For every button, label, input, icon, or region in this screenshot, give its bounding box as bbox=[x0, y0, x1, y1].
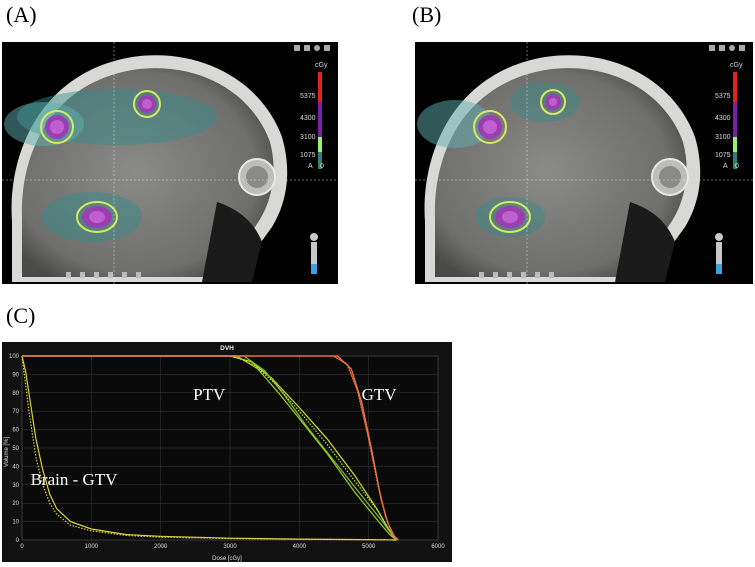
orientation-figure-icon bbox=[715, 233, 723, 274]
colorbar-segment bbox=[318, 152, 322, 169]
lesion-3 bbox=[489, 201, 531, 233]
svg-text:0: 0 bbox=[320, 163, 324, 170]
ct-image-b: cGy 5375 4300 3100 1075 A 0 bbox=[415, 42, 753, 284]
colorbar-segment bbox=[318, 137, 322, 152]
annotation-ptv: PTV bbox=[193, 385, 226, 404]
bottom-toolbar[interactable] bbox=[66, 272, 141, 278]
x-tick-label: 4000 bbox=[293, 544, 307, 550]
lesion-1 bbox=[40, 110, 74, 144]
dose-colorbar: cGy 5375 4300 3100 1075 A 0 bbox=[715, 62, 743, 170]
bottom-toolbar[interactable] bbox=[479, 272, 554, 278]
viewer-toolbar[interactable] bbox=[294, 45, 330, 51]
svg-text:3100: 3100 bbox=[715, 134, 731, 141]
svg-text:5375: 5375 bbox=[715, 93, 731, 100]
svg-text:0: 0 bbox=[735, 163, 739, 170]
y-tick-label: 90 bbox=[12, 372, 19, 378]
dvh-chart: DVH 0 1000 2000 3000 4000 5000 6000 0 10 20 30 40 50… bbox=[2, 342, 452, 562]
x-tick-label: 5000 bbox=[362, 544, 376, 550]
svg-text:cGy: cGy bbox=[730, 62, 743, 69]
viewer-toolbar[interactable] bbox=[709, 45, 745, 51]
chart-title: DVH bbox=[220, 345, 234, 352]
annotation-gtv: GTV bbox=[362, 385, 398, 404]
svg-text:3100: 3100 bbox=[300, 134, 316, 141]
dvh-series-gtv-8 bbox=[22, 355, 398, 541]
lesion-1 bbox=[473, 110, 507, 144]
svg-text:A: A bbox=[308, 163, 313, 170]
y-axis-label: Volume [%] bbox=[4, 436, 10, 467]
lesion-3 bbox=[76, 201, 118, 233]
dvh-series-ptv-5 bbox=[22, 355, 397, 541]
svg-text:4300: 4300 bbox=[300, 115, 316, 122]
x-tick-label: 0 bbox=[20, 544, 24, 550]
svg-text:A: A bbox=[723, 163, 728, 170]
x-axis-label: Dose [cGy] bbox=[212, 556, 242, 562]
svg-text:5375: 5375 bbox=[300, 93, 316, 100]
y-tick-label: 0 bbox=[16, 538, 20, 544]
x-tick-label: 1000 bbox=[85, 544, 99, 550]
colorbar-segment bbox=[733, 137, 737, 152]
panel-label-b: (B) bbox=[412, 2, 442, 27]
lesion-2 bbox=[133, 90, 161, 118]
colorbar-segment bbox=[733, 102, 737, 137]
svg-text:1075: 1075 bbox=[715, 152, 731, 159]
svg-text:1075: 1075 bbox=[300, 152, 316, 159]
y-tick-label: 50 bbox=[12, 446, 19, 452]
y-tick-label: 60 bbox=[12, 428, 19, 434]
y-tick-label: 20 bbox=[12, 501, 19, 507]
dvh-series-ptv-3 bbox=[22, 355, 397, 541]
colorbar-segment bbox=[318, 102, 322, 137]
dvh-series-ptv-4 bbox=[22, 355, 397, 541]
y-tick-label: 30 bbox=[12, 483, 19, 489]
dvh-series-brain-gtv-1 bbox=[21, 355, 397, 541]
x-tick-label: 3000 bbox=[223, 544, 237, 550]
y-tick-label: 40 bbox=[12, 464, 19, 470]
svg-text:cGy: cGy bbox=[315, 62, 328, 69]
y-tick-label: 10 bbox=[12, 520, 19, 526]
dvh-series-gtv-7 bbox=[22, 355, 399, 541]
lesion-2 bbox=[540, 89, 566, 115]
svg-text:4300: 4300 bbox=[715, 115, 731, 122]
colorbar-segment bbox=[733, 152, 737, 169]
y-tick-label: 80 bbox=[12, 391, 19, 397]
orientation-figure-icon bbox=[310, 233, 318, 274]
colorbar-segment bbox=[733, 72, 737, 102]
panel-label-a: (A) bbox=[6, 2, 37, 27]
y-tick-label: 100 bbox=[9, 354, 20, 360]
x-tick-label: 2000 bbox=[154, 544, 168, 550]
colorbar-segment bbox=[318, 72, 322, 102]
dose-colorbar: cGy 5375 4300 3100 1075 A 0 bbox=[300, 62, 328, 170]
panel-label-c: (C) bbox=[6, 303, 36, 328]
ct-image-a: cGy 5375 4300 3100 1075 A 0 bbox=[2, 42, 338, 284]
x-tick-label: 6000 bbox=[431, 544, 445, 550]
y-tick-label: 70 bbox=[12, 409, 19, 415]
annotation-brain-gtv: Brain - GTV bbox=[31, 470, 119, 489]
